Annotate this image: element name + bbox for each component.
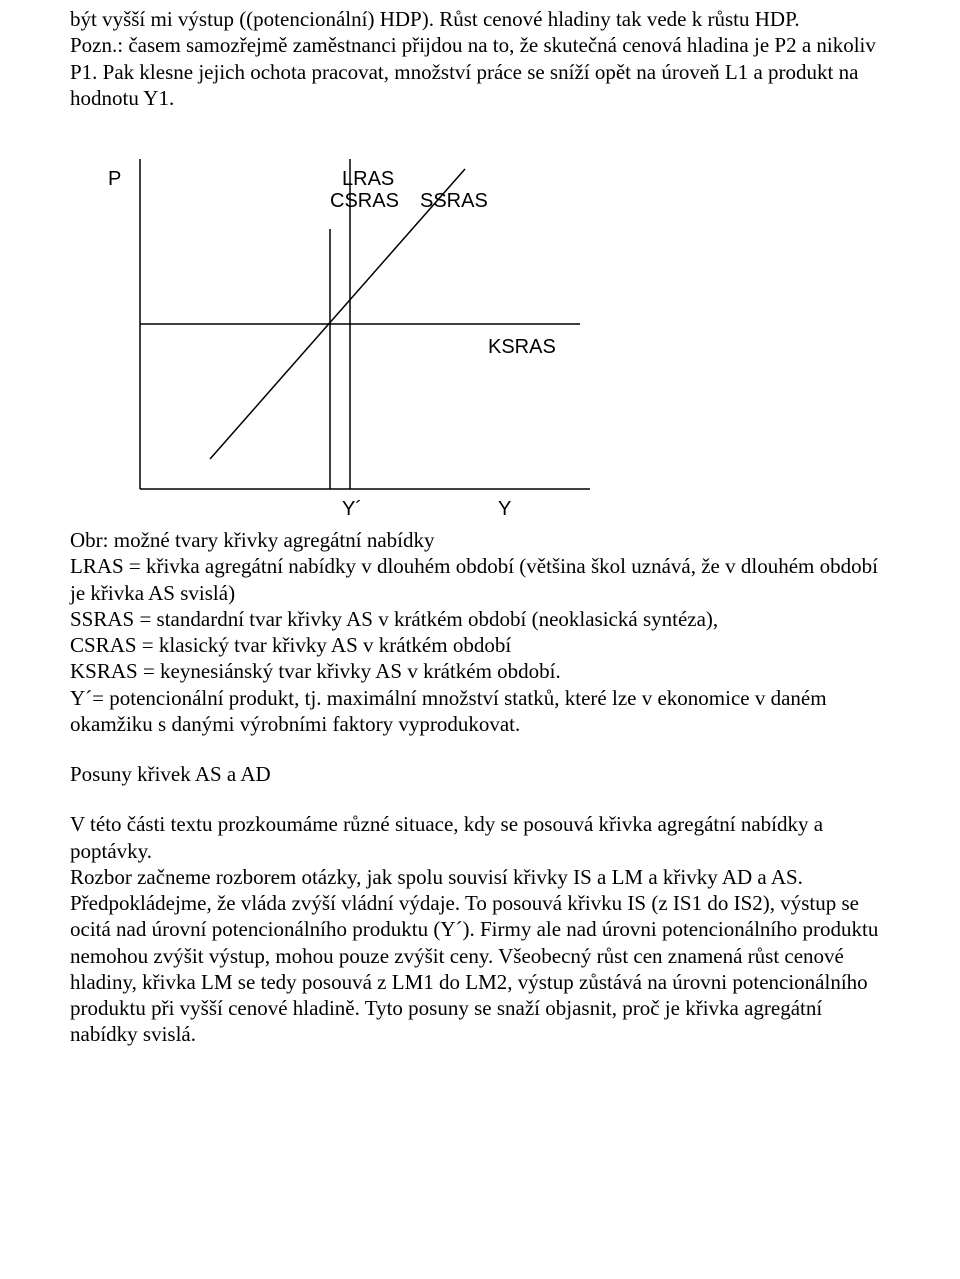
figure-caption: Obr: možné tvary křivky agregátní nabídk… [70, 527, 890, 553]
paragraph-3: V této části textu prozkoumáme různé sit… [70, 811, 890, 864]
label-ssras: SSRAS [420, 189, 488, 214]
paragraph-1: být vyšší mi výstup ((potencionální) HDP… [70, 6, 890, 32]
label-y: Y [498, 497, 511, 522]
label-p: P [108, 167, 121, 192]
legend-yprime: Y´= potencionální produkt, tj. maximální… [70, 685, 890, 738]
legend-ksras: KSRAS = keynesiánský tvar křivky AS v kr… [70, 658, 890, 684]
label-y-prime: Y´ [342, 497, 362, 522]
page: být vyšší mi výstup ((potencionální) HDP… [0, 0, 960, 1088]
label-csras: CSRAS [330, 189, 399, 214]
paragraph-4: Rozbor začneme rozborem otázky, jak spol… [70, 864, 890, 1048]
label-ksras: KSRAS [488, 335, 556, 360]
section-heading: Posuny křivek AS a AD [70, 761, 890, 787]
legend-lras: LRAS = křivka agregátní nabídky v dlouhé… [70, 553, 890, 606]
legend-csras: CSRAS = klasický tvar křivky AS v krátké… [70, 632, 890, 658]
paragraph-2: Pozn.: časem samozřejmě zaměstnanci přij… [70, 32, 890, 111]
legend-ssras: SSRAS = standardní tvar křivky AS v krát… [70, 606, 890, 632]
sras-diagram: P LRAS CSRAS SSRAS KSRAS Y´ Y [70, 139, 890, 519]
